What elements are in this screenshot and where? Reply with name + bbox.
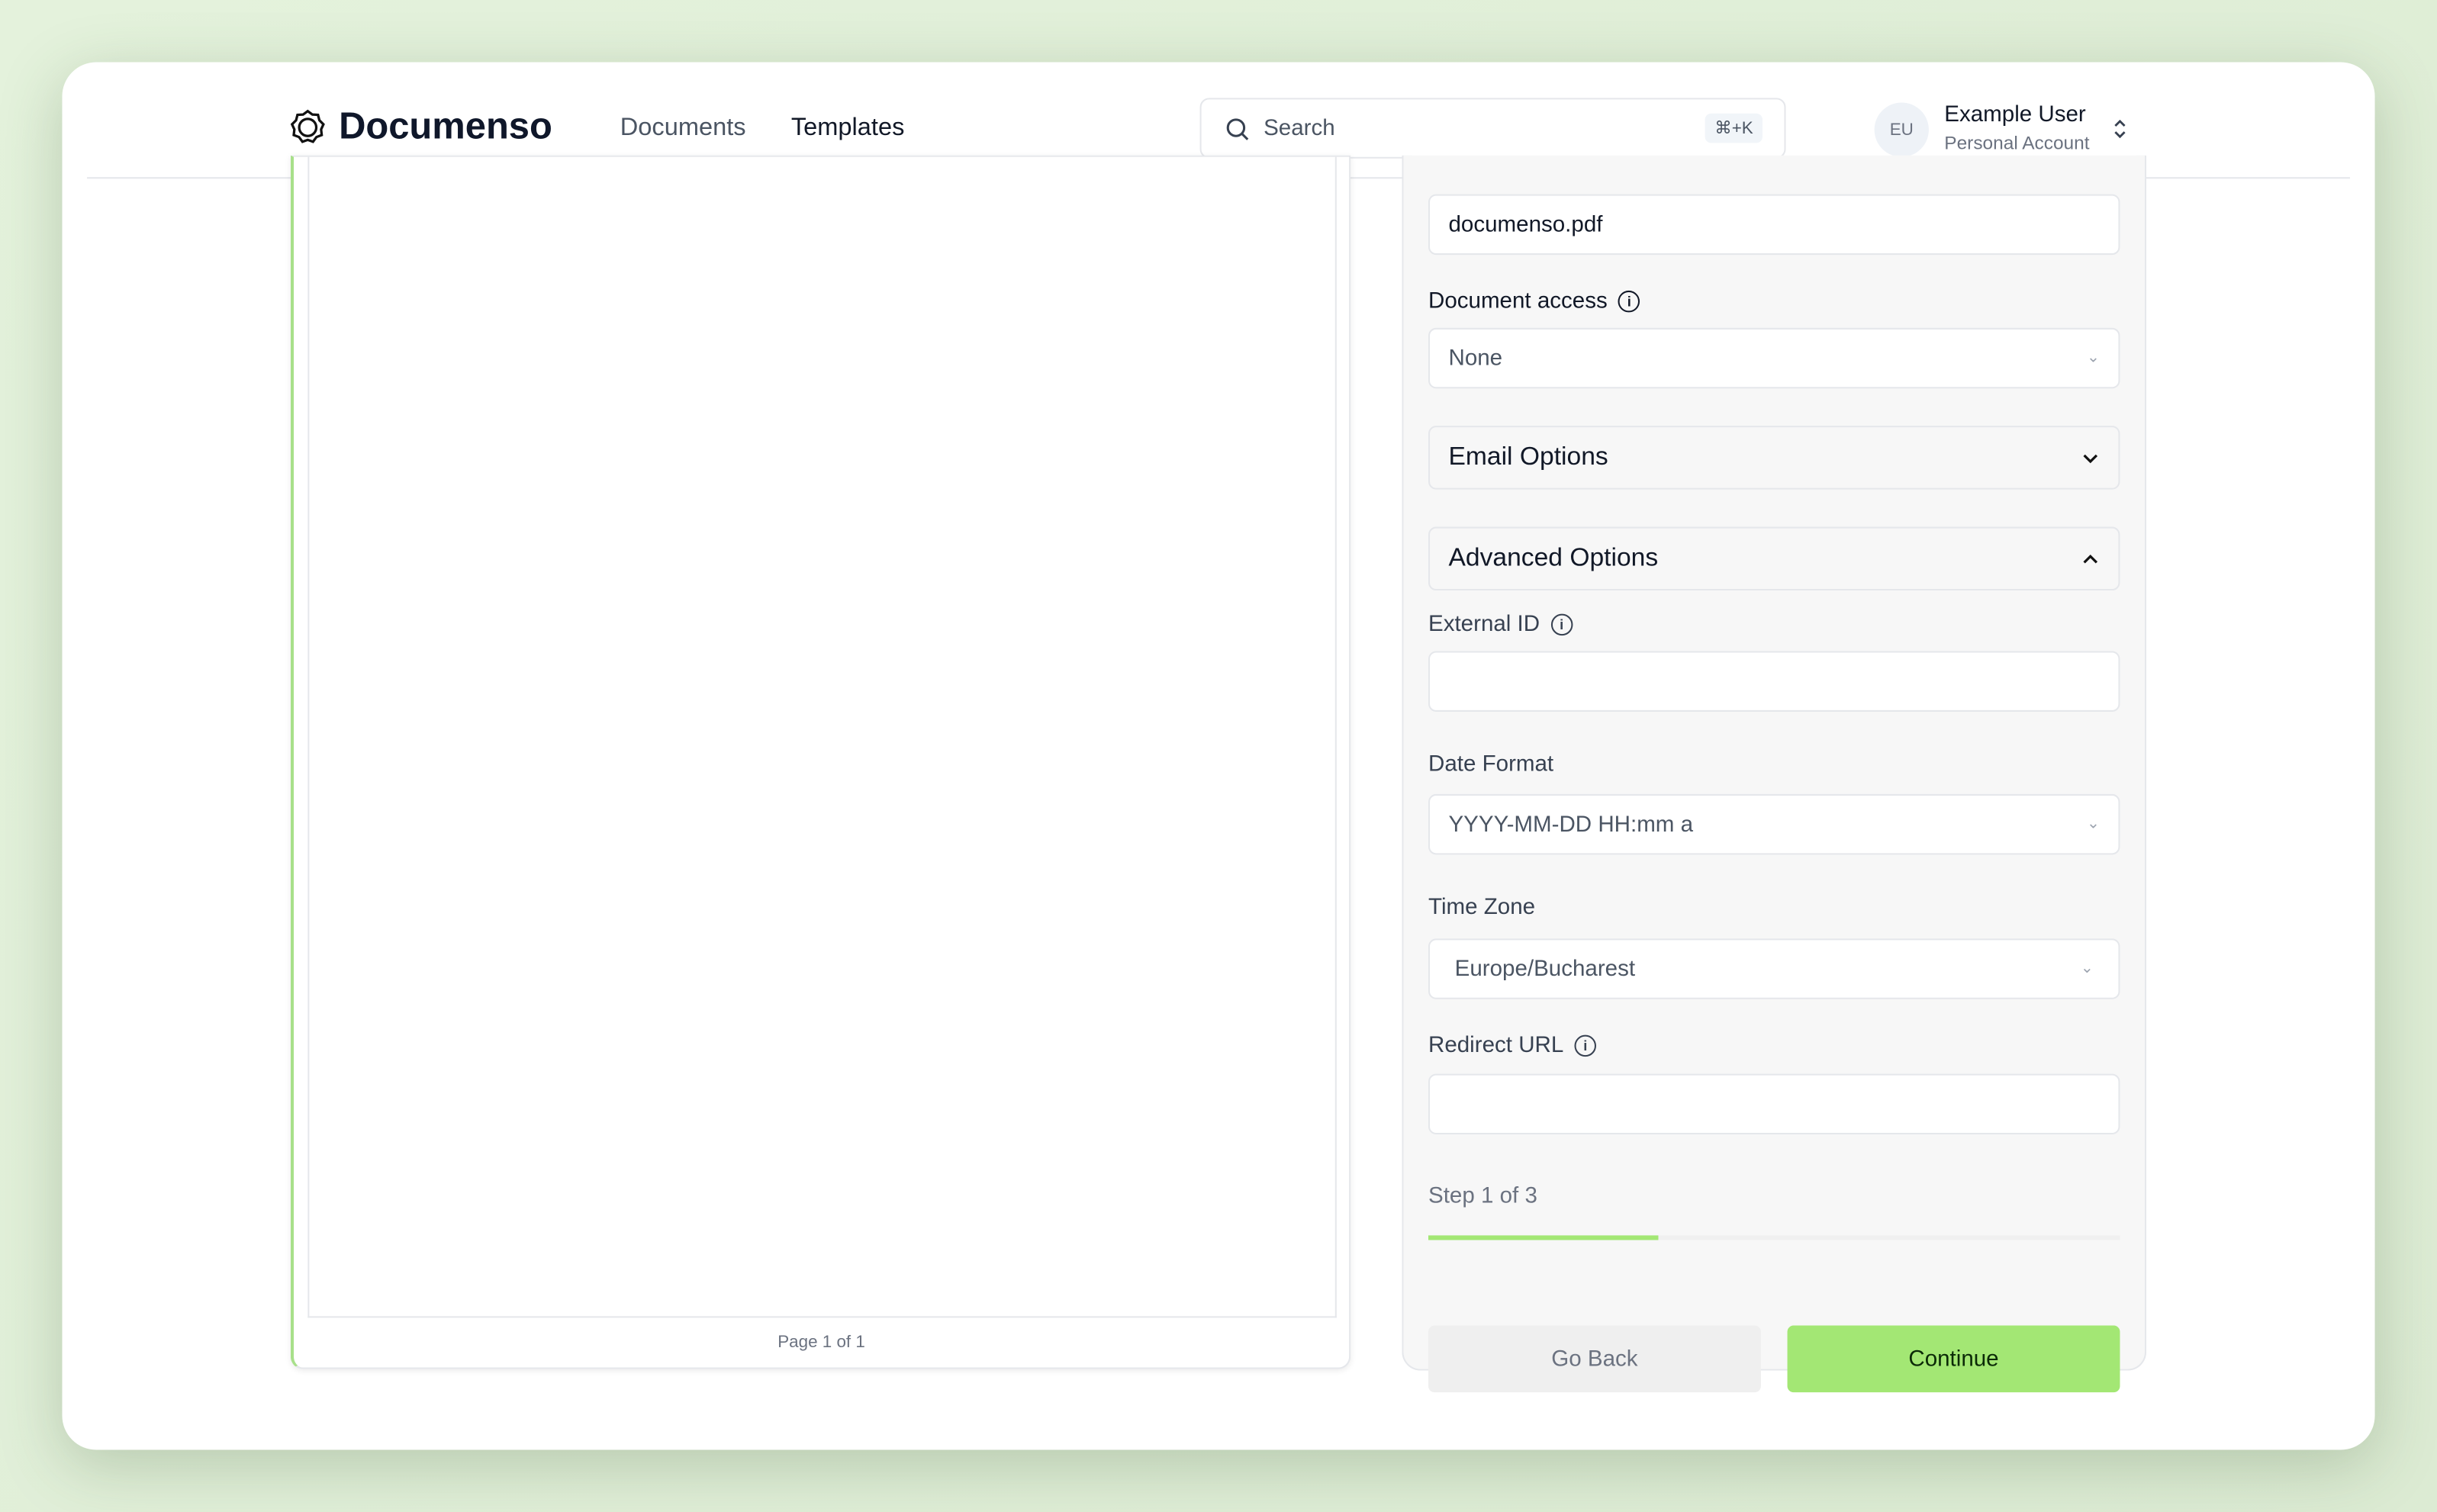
document-access-select[interactable]: None ⌄ [1428,327,2120,389]
pdf-page [307,156,1337,1318]
brand-name: Documenso [339,105,552,148]
external-id-label: External ID i [1428,613,1573,637]
search-icon [1226,117,1249,140]
redirect-url-label: Redirect URL i [1428,1034,1597,1058]
search-input[interactable]: Search ⌘+K [1199,98,1786,159]
page-indicator: Page 1 of 1 [777,1333,865,1353]
info-icon[interactable]: i [1618,290,1640,313]
search-placeholder: Search [1264,115,1335,141]
email-options-accordion[interactable]: Email Options [1428,426,2120,490]
date-format-select[interactable]: YYYY-MM-DD HH:mm a ⌄ [1428,793,2120,855]
nav-templates[interactable]: Templates [790,114,905,142]
logo[interactable]: Documenso [289,106,552,150]
step-indicator: Step 1 of 3 [1428,1184,1537,1209]
account-name: Personal Account [1944,132,2090,154]
continue-button[interactable]: Continue [1787,1325,2120,1393]
info-icon[interactable]: i [1574,1034,1597,1057]
search-shortcut: ⌘+K [1705,113,1763,143]
document-access-label: Document access i [1428,289,1640,314]
chevron-down-icon: ⌄ [2080,960,2094,978]
info-icon[interactable]: i [1550,613,1573,636]
progress-fill [1428,1235,1659,1240]
chevron-down-icon: ⌄ [2086,816,2100,833]
time-zone-label: Time Zone [1428,895,1536,920]
avatar[interactable]: EU [1874,102,1929,157]
date-format-label: Date Format [1428,751,1554,777]
chevron-up-icon [2083,553,2098,563]
chevron-down-icon: ⌄ [2086,349,2100,367]
nav-documents[interactable]: Documents [620,114,746,142]
advanced-options-accordion[interactable]: Advanced Options [1428,526,2120,591]
settings-panel: documenso.pdf Document access i None ⌄ Ema… [1402,155,2147,1393]
go-back-button[interactable]: Go Back [1428,1325,1761,1393]
chevron-down-icon [2083,453,2098,463]
redirect-url-input[interactable] [1428,1073,2120,1135]
document-preview: Page 1 of 1 [290,155,1351,1369]
documenso-logo-icon [290,109,325,143]
chevrons-up-down-icon[interactable] [2110,117,2129,142]
progress-track [1428,1235,2120,1240]
title-input[interactable]: documenso.pdf [1428,194,2120,256]
user-name: Example User [1944,102,2086,128]
app-window: Documenso Documents Templates Search ⌘+K… [62,62,2375,1450]
external-id-input[interactable] [1428,651,2120,712]
time-zone-select[interactable]: Europe/Bucharest ⌄ [1428,938,2120,999]
user-menu[interactable]: Example User Personal Account [1944,102,2089,153]
